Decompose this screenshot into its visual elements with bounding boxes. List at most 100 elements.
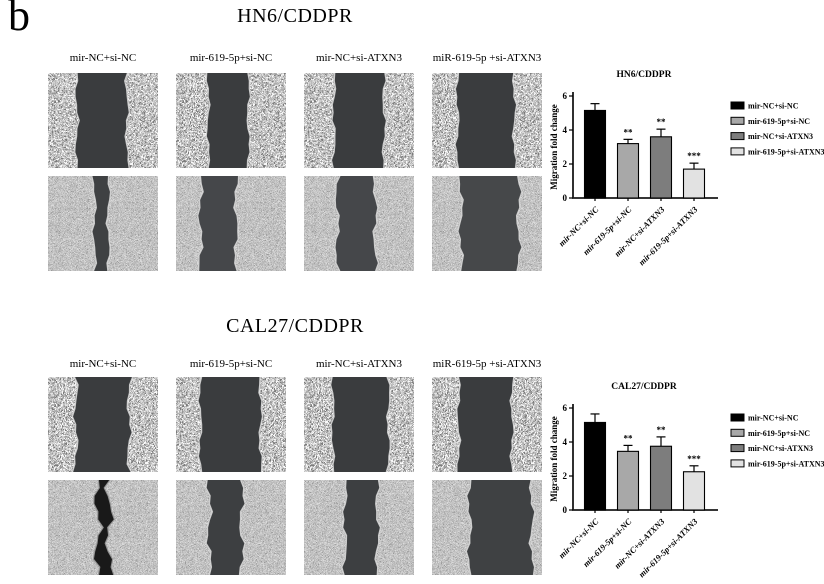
significance-marker: ** (624, 127, 634, 137)
cell-monolayer-right (516, 176, 542, 271)
legend-swatch (730, 459, 745, 468)
wound-edge-line (341, 480, 348, 575)
significance-marker: *** (687, 151, 701, 161)
bar-mir-619-5p+si-ATXN3 (682, 471, 706, 511)
cell-monolayer-right (512, 73, 542, 168)
column-label: mir-NC+si-NC (69, 358, 137, 370)
column-label: mir-NC+si-ATXN3 (315, 52, 403, 64)
bar-mir-NC+si-NC (583, 109, 607, 199)
migration-chart-1: CAL27/CDDPR Migration fold change 0 2 4 6 mir-… (549, 382, 824, 579)
cell-monolayer-left (304, 480, 347, 575)
y-tick-label: 0 (563, 505, 568, 515)
bar-mir-619-5p+si-ATXN3 (682, 168, 706, 199)
wound-edge-line (103, 480, 116, 575)
cell-monolayer-left (304, 176, 340, 271)
y-axis-label: Migration fold change (549, 416, 559, 502)
micrograph-panel0-r1-c1 (176, 176, 286, 271)
wound-edge-line (91, 176, 98, 271)
micrograph-panel1-r1-c1 (176, 480, 286, 575)
legend-swatch (730, 428, 745, 437)
cell-monolayer-left (176, 176, 204, 271)
micrograph-panel0-r0-c1 (176, 73, 286, 168)
legend-label: mir-NC+si-ATXN3 (748, 444, 813, 453)
y-tick-label: 4 (563, 437, 568, 447)
significance-marker: ** (624, 433, 634, 443)
y-tick-label: 4 (563, 125, 568, 135)
chart-title: HN6/CDDPR (617, 70, 672, 80)
legend-swatch (730, 444, 745, 453)
cell-monolayer-left (432, 480, 472, 575)
x-tick-label: mir-619-5p+si-ATXN3 (636, 516, 699, 579)
wound-edge-line (205, 73, 211, 168)
bar-mir-619-5p+si-NC (616, 143, 640, 199)
legend-label: mir-619-5p+si-ATXN3 (748, 147, 824, 156)
micrograph-panel0-r0-c0 (48, 73, 158, 168)
cell-monolayer-right (239, 480, 286, 575)
micrograph-panel1-r1-c3 (432, 480, 542, 575)
figure-label: b (8, 0, 30, 40)
cell-monolayer-left (304, 73, 336, 168)
wound-edge-line (465, 480, 473, 575)
micrograph-panel1-r1-c2 (304, 480, 414, 575)
y-tick-label: 2 (563, 471, 568, 481)
cell-monolayer-left (48, 73, 80, 168)
cell-monolayer-right (386, 377, 414, 472)
wound-edge-line (374, 480, 382, 575)
significance-marker: *** (687, 454, 701, 464)
column-label: miR-619-5p +si-ATXN3 (432, 358, 542, 370)
wound-edge-line (246, 73, 252, 168)
wound-edge-line (330, 73, 337, 168)
cell-monolayer-right (233, 176, 286, 271)
cell-monolayer-left (176, 73, 210, 168)
cell-monolayer-right (124, 73, 158, 168)
cell-monolayer-right (106, 176, 158, 271)
bar-mir-NC+si-ATXN3 (649, 445, 673, 511)
wound-edge-line (71, 377, 79, 472)
wound-edge-line (258, 377, 264, 472)
x-tick-label: mir-619-5p+si-ATXN3 (636, 204, 699, 267)
y-tick-label: 0 (563, 193, 568, 203)
cell-monolayer-right (258, 377, 286, 472)
legend-label: mir-619-5p+si-NC (748, 117, 810, 126)
wound-edge-line (124, 73, 131, 168)
y-tick-label: 6 (563, 91, 568, 101)
micrograph-panel1-r0-c1 (176, 377, 286, 472)
wound-edge-line (329, 377, 336, 472)
cell-monolayer-right (247, 73, 286, 168)
cell-monolayer-left (432, 377, 461, 472)
micrograph-panel1-r0-c3 (432, 377, 542, 472)
cell-monolayer-right (104, 480, 158, 575)
chart-title: CAL27/CDDPR (611, 382, 677, 392)
significance-marker: ** (657, 425, 667, 435)
wound-edge-line (385, 377, 391, 472)
cell-monolayer-left (304, 377, 335, 472)
wound-edge-line (197, 176, 204, 271)
column-label: mir-619-5p+si-NC (189, 52, 273, 64)
bar-mir-NC+si-ATXN3 (649, 136, 673, 199)
panel-title-hn6: HN6/CDDPR (237, 5, 353, 27)
micrograph-panel0-r1-c3 (432, 176, 542, 271)
cell-monolayer-right (382, 73, 414, 168)
cell-monolayer-left (176, 480, 213, 575)
bar-mir-619-5p+si-NC (616, 450, 640, 511)
legend-label: mir-NC+si-NC (748, 102, 799, 111)
micrograph-panel0-r1-c2 (304, 176, 414, 271)
cell-monolayer-right (127, 377, 158, 472)
wound-edge-line (74, 73, 80, 168)
wound-edge-line (515, 176, 523, 271)
cell-monolayer-left (176, 377, 202, 472)
wound-edge-line (509, 377, 515, 472)
legend-label: mir-619-5p+si-NC (748, 429, 810, 438)
y-axis-label: Migration fold change (549, 104, 559, 190)
wound-edge-line (334, 176, 341, 271)
significance-marker: ** (657, 117, 667, 127)
wound-edge-line (454, 73, 460, 168)
cell-monolayer-left (48, 176, 97, 271)
micrograph-panel1-r0-c2 (304, 377, 414, 472)
wound-edge-line (205, 480, 214, 575)
wound-edge-line (372, 176, 380, 271)
y-tick-label: 2 (563, 159, 568, 169)
cell-monolayer-right (529, 480, 542, 575)
micrograph-panel0-r1-c0 (48, 176, 158, 271)
